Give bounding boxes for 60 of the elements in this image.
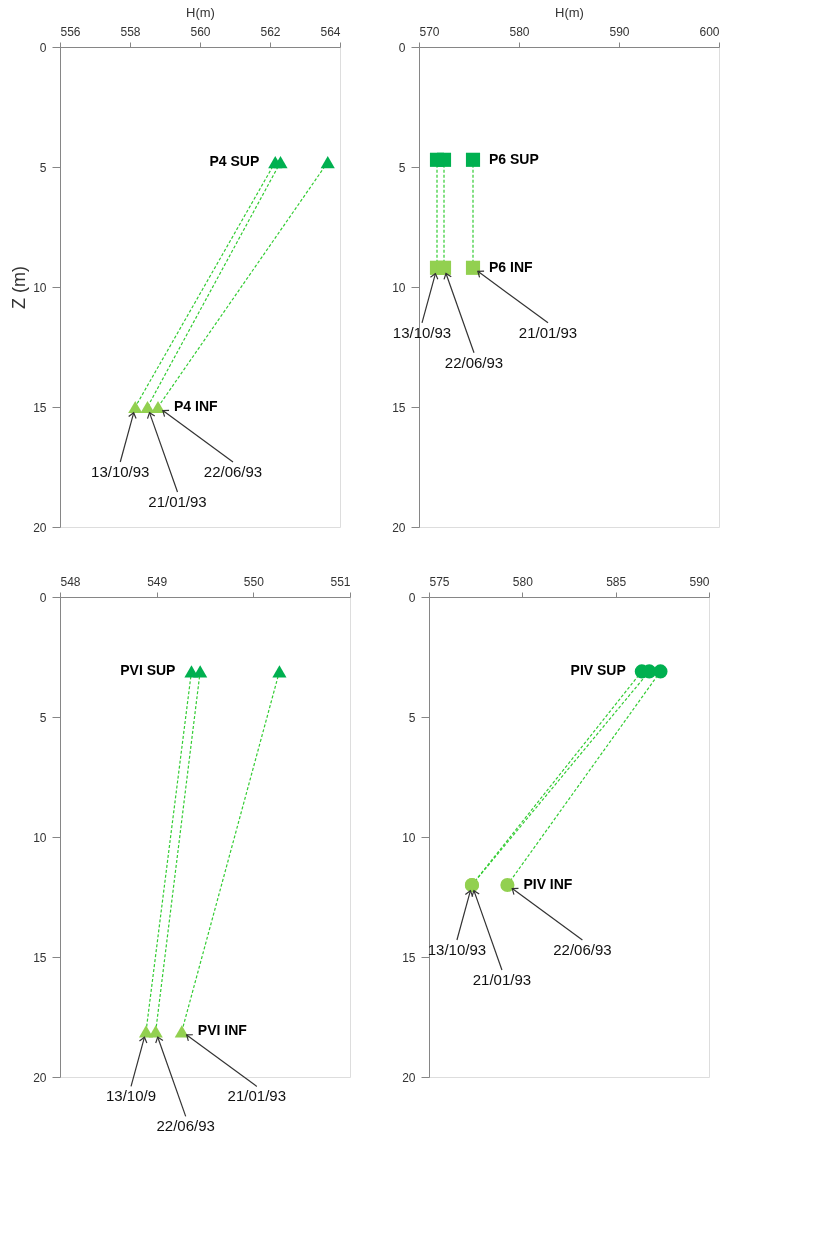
x-tick-label: 551: [330, 574, 351, 589]
y-tick-label: 5: [39, 160, 47, 175]
y-tick-label: 0: [398, 40, 406, 55]
x-tick-label: 585: [606, 574, 627, 589]
y-tick-label: 10: [33, 280, 47, 295]
annotation: 22/06/93: [444, 353, 504, 371]
x-tick-label: 570: [419, 24, 440, 39]
y-tick-label: 0: [39, 590, 47, 605]
y-tick-label: 15: [392, 400, 406, 415]
y-tick-label: 20: [33, 520, 47, 535]
y-tick-label: 0: [408, 590, 416, 605]
x-tick-label: 556: [60, 24, 81, 39]
annotation: 22/06/93: [553, 941, 612, 958]
series-label: PIV INF: [523, 876, 573, 892]
x-tick-label: 558: [120, 24, 141, 39]
y-tick-label: 5: [408, 710, 416, 725]
y-axis-title: Z (m): [9, 266, 30, 309]
y-tick-label: 20: [402, 1070, 416, 1085]
annotation: 13/10/93: [392, 323, 452, 341]
x-tick-label: 580: [512, 574, 534, 589]
series-label: P6 INF: [489, 258, 534, 275]
annotation: 13/10/9: [106, 1087, 157, 1105]
annotation: 21/01/93: [227, 1087, 286, 1105]
x-tick-label: 590: [609, 24, 630, 39]
y-tick-label: 0: [39, 40, 47, 55]
annotation: 22/06/93: [156, 1117, 215, 1135]
y-tick-label: 15: [33, 400, 47, 415]
x-tick-label: 580: [509, 24, 530, 39]
x-tick-label: 550: [243, 574, 265, 589]
x-tick-label: 564: [320, 24, 341, 39]
y-tick-label: 20: [33, 1070, 47, 1085]
x-tick-label: 548: [60, 574, 81, 589]
y-tick-label: 15: [402, 950, 416, 965]
y-tick-label: 20: [392, 520, 406, 535]
x-tick-label: 549: [147, 574, 168, 589]
x-tick-label: 575: [429, 574, 450, 589]
series-label: PVI INF: [197, 1022, 248, 1039]
annotation: 13/10/93: [91, 463, 150, 480]
series-label: PIV SUP: [570, 662, 626, 679]
y-tick-label: 5: [398, 160, 406, 175]
annotation: 21/01/93: [472, 971, 532, 988]
y-tick-label: 10: [33, 830, 47, 845]
annotation: 21/01/93: [518, 323, 578, 341]
x-tick-label: 590: [689, 574, 710, 589]
x-axis-title: H(m): [555, 4, 584, 20]
y-tick-label: 10: [402, 830, 416, 845]
series-label: P4 INF: [174, 398, 219, 414]
x-tick-label: 562: [260, 24, 281, 39]
y-tick-label: 15: [33, 950, 47, 965]
annotation: 22/06/93: [203, 463, 263, 480]
annotation: 13/10/93: [427, 941, 487, 958]
series-label: P4 SUP: [209, 153, 260, 170]
y-tick-label: 10: [392, 280, 406, 295]
series-label: PVI SUP: [120, 662, 176, 679]
x-tick-label: 600: [699, 24, 720, 39]
series-label: P6 SUP: [489, 150, 539, 167]
annotation: 21/01/93: [148, 493, 207, 510]
y-tick-label: 5: [39, 710, 47, 725]
x-tick-label: 560: [190, 24, 211, 39]
x-axis-title: H(m): [186, 4, 215, 20]
